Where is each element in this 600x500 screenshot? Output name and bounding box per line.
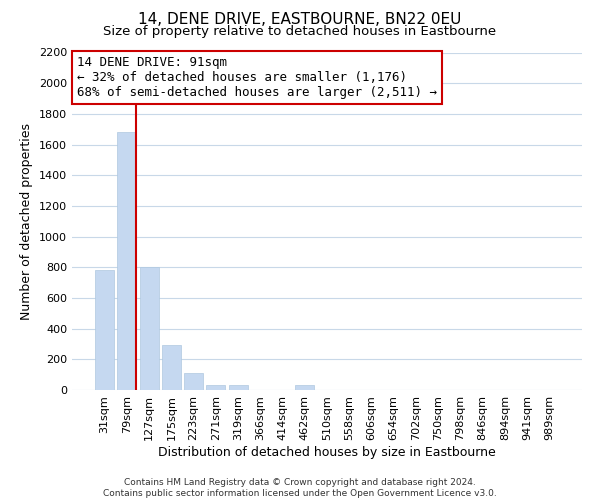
Y-axis label: Number of detached properties: Number of detached properties	[20, 122, 34, 320]
Bar	[95, 270, 114, 390]
Text: 14, DENE DRIVE, EASTBOURNE, BN22 0EU: 14, DENE DRIVE, EASTBOURNE, BN22 0EU	[139, 12, 461, 28]
X-axis label: Distribution of detached houses by size in Eastbourne: Distribution of detached houses by size …	[158, 446, 496, 458]
Bar	[229, 384, 248, 390]
Text: Size of property relative to detached houses in Eastbourne: Size of property relative to detached ho…	[103, 25, 497, 38]
Bar	[140, 268, 158, 390]
Bar	[184, 373, 203, 390]
Text: 14 DENE DRIVE: 91sqm
← 32% of detached houses are smaller (1,176)
68% of semi-de: 14 DENE DRIVE: 91sqm ← 32% of detached h…	[77, 56, 437, 99]
Bar	[206, 384, 225, 390]
Bar	[118, 132, 136, 390]
Bar	[162, 344, 181, 390]
Text: Contains HM Land Registry data © Crown copyright and database right 2024.
Contai: Contains HM Land Registry data © Crown c…	[103, 478, 497, 498]
Bar	[295, 386, 314, 390]
